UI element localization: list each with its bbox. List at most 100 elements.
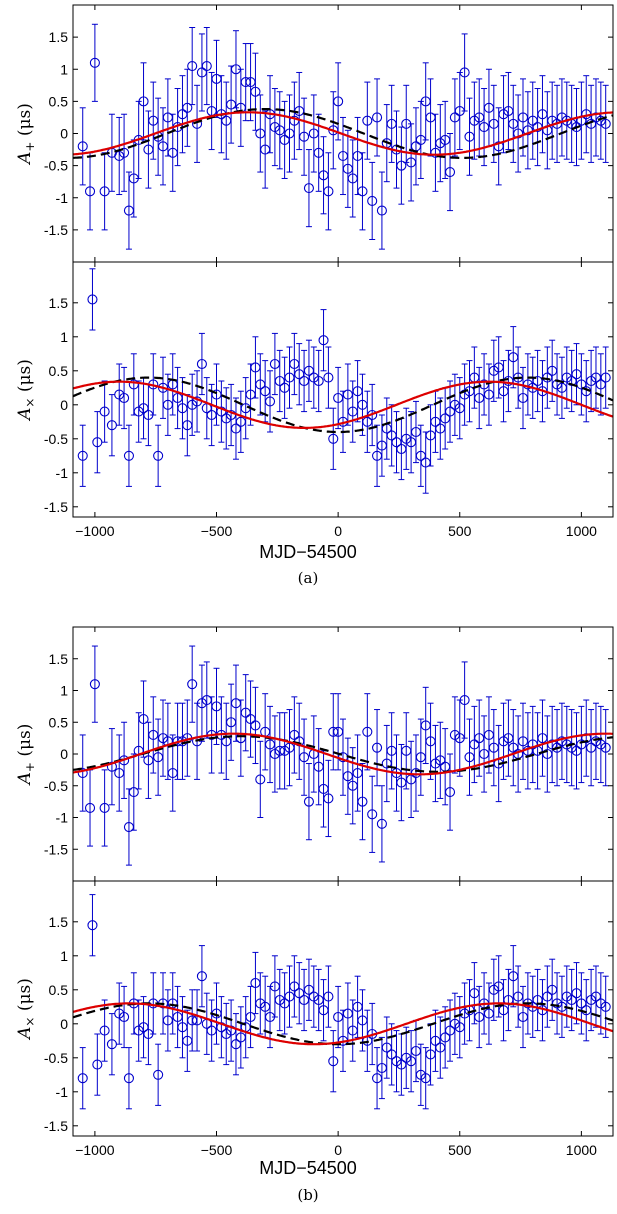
data-point <box>87 294 98 305</box>
data-point <box>444 167 456 178</box>
y-tick-label: 1 <box>60 329 68 345</box>
y-tick-label: -0.5 <box>44 158 68 174</box>
y-tick-label: -1.5 <box>44 222 68 238</box>
y-tick-label: 0 <box>60 1016 68 1032</box>
data-point <box>367 809 378 820</box>
y-tick-label: 1 <box>60 61 68 77</box>
data-point <box>318 335 329 346</box>
dashed-model-curve <box>73 376 613 434</box>
panel-caption: (b) <box>297 1186 318 1204</box>
data-point <box>106 761 117 772</box>
data-point <box>459 67 470 78</box>
data-point <box>99 802 110 814</box>
data-point <box>138 714 149 725</box>
data-point <box>376 818 387 829</box>
data-point <box>84 802 96 814</box>
x-tick-label: 1000 <box>566 523 597 539</box>
panel-caption: (a) <box>298 569 319 587</box>
data-point <box>264 396 276 407</box>
data-point <box>153 450 164 461</box>
data-point <box>119 1011 130 1023</box>
data-point <box>87 920 98 931</box>
data-point <box>600 1001 611 1012</box>
data-point <box>255 774 266 785</box>
y-tick-label: -1.5 <box>44 499 68 515</box>
x-axis-label: MJD−54500 <box>259 542 357 562</box>
x-axis-label: MJD−54500 <box>259 1158 357 1178</box>
data-point <box>138 96 149 107</box>
data-point <box>313 375 324 387</box>
y-tick-label: -1.5 <box>44 1118 68 1134</box>
x-tick-label: 500 <box>448 523 472 539</box>
data-point <box>362 115 373 126</box>
data-point <box>323 372 334 383</box>
y-tick-label: 1.5 <box>49 29 69 45</box>
y-tick-label: -1 <box>56 190 69 206</box>
data-point <box>84 186 96 197</box>
data-point <box>328 433 339 444</box>
data-point <box>196 971 207 982</box>
data-point <box>328 1056 339 1067</box>
solid-model-curve <box>73 380 613 429</box>
y-tick-label: -1 <box>56 1084 69 1100</box>
solid-model-curve <box>73 732 613 776</box>
data-point <box>362 726 373 737</box>
data-point <box>123 1073 134 1084</box>
x-tick-label: 0 <box>334 1142 342 1158</box>
data-point <box>201 60 212 72</box>
data-point <box>123 450 134 461</box>
data-point <box>92 1059 103 1070</box>
axes-frame <box>72 880 614 1137</box>
panel-b: -1.5 -1 -0.5 0 0.5 1 1.5 A+ (μs) -1.5 -1 -0.5 0 0.5 1… <box>15 626 614 1204</box>
y-axis-label: A+ (μs) <box>15 724 37 787</box>
y-axis-label: A+ (μs) <box>15 103 37 166</box>
y-tick-label: -1 <box>56 465 69 481</box>
data-point <box>77 141 88 152</box>
x-tick-label: −500 <box>201 1142 233 1158</box>
data-point <box>89 57 100 68</box>
data-point <box>299 752 310 763</box>
subplot-a-2: -1.5 -1 -0.5 0 0.5 1 1.5 A× (μs) <box>15 261 614 518</box>
data-point <box>182 102 193 113</box>
y-tick-label: 1.5 <box>49 651 69 667</box>
data-point <box>250 720 261 731</box>
y-tick-label: -1 <box>56 810 69 826</box>
subplot-a-1: -1.5 -1 -0.5 0 0.5 1 1.5 A+ (μs) <box>15 4 614 263</box>
x-tick-label: 500 <box>448 1142 472 1158</box>
y-tick-label: 1 <box>60 683 68 699</box>
subplot-b-2: -1.5 -1 -0.5 0 0.5 1 1.5 A× (μs) <box>15 880 614 1137</box>
data-point <box>299 131 310 142</box>
panel-a: -1.5 -1 -0.5 0 0.5 1 1.5 A+ (μs) -1.5 -1 -0.5 0 0.5 1… <box>15 4 614 587</box>
y-tick-label: 1 <box>60 948 68 964</box>
y-tick-label: 0.5 <box>49 714 69 730</box>
y-axis-label: A× (μs) <box>15 359 37 422</box>
data-point <box>187 60 198 72</box>
x-tick-label: 0 <box>334 523 342 539</box>
data-point <box>367 195 378 207</box>
solid-model-curve <box>73 111 613 156</box>
data-point <box>303 796 314 807</box>
data-point <box>323 793 334 804</box>
data-point <box>77 450 88 461</box>
y-tick-label: -0.5 <box>44 1050 68 1066</box>
y-tick-label: -0.5 <box>44 778 68 794</box>
data-point <box>323 991 334 1002</box>
data-point <box>303 183 314 194</box>
axes-frame <box>72 261 614 518</box>
dashed-model-curve <box>73 108 613 159</box>
data-point <box>459 694 470 706</box>
plot-area <box>73 268 613 494</box>
x-tick-label: 1000 <box>566 1142 597 1158</box>
solid-model-curve <box>73 1002 613 1046</box>
plot-area <box>73 645 613 866</box>
y-tick-label: 1.5 <box>49 295 69 311</box>
data-point <box>77 767 88 779</box>
data-point <box>245 1011 256 1023</box>
y-tick-label: -0.5 <box>44 431 68 447</box>
dashed-model-curve <box>73 1002 613 1046</box>
data-point <box>323 186 334 197</box>
y-tick-label: 0.5 <box>49 93 69 109</box>
data-point <box>600 372 611 383</box>
data-point <box>196 358 207 370</box>
